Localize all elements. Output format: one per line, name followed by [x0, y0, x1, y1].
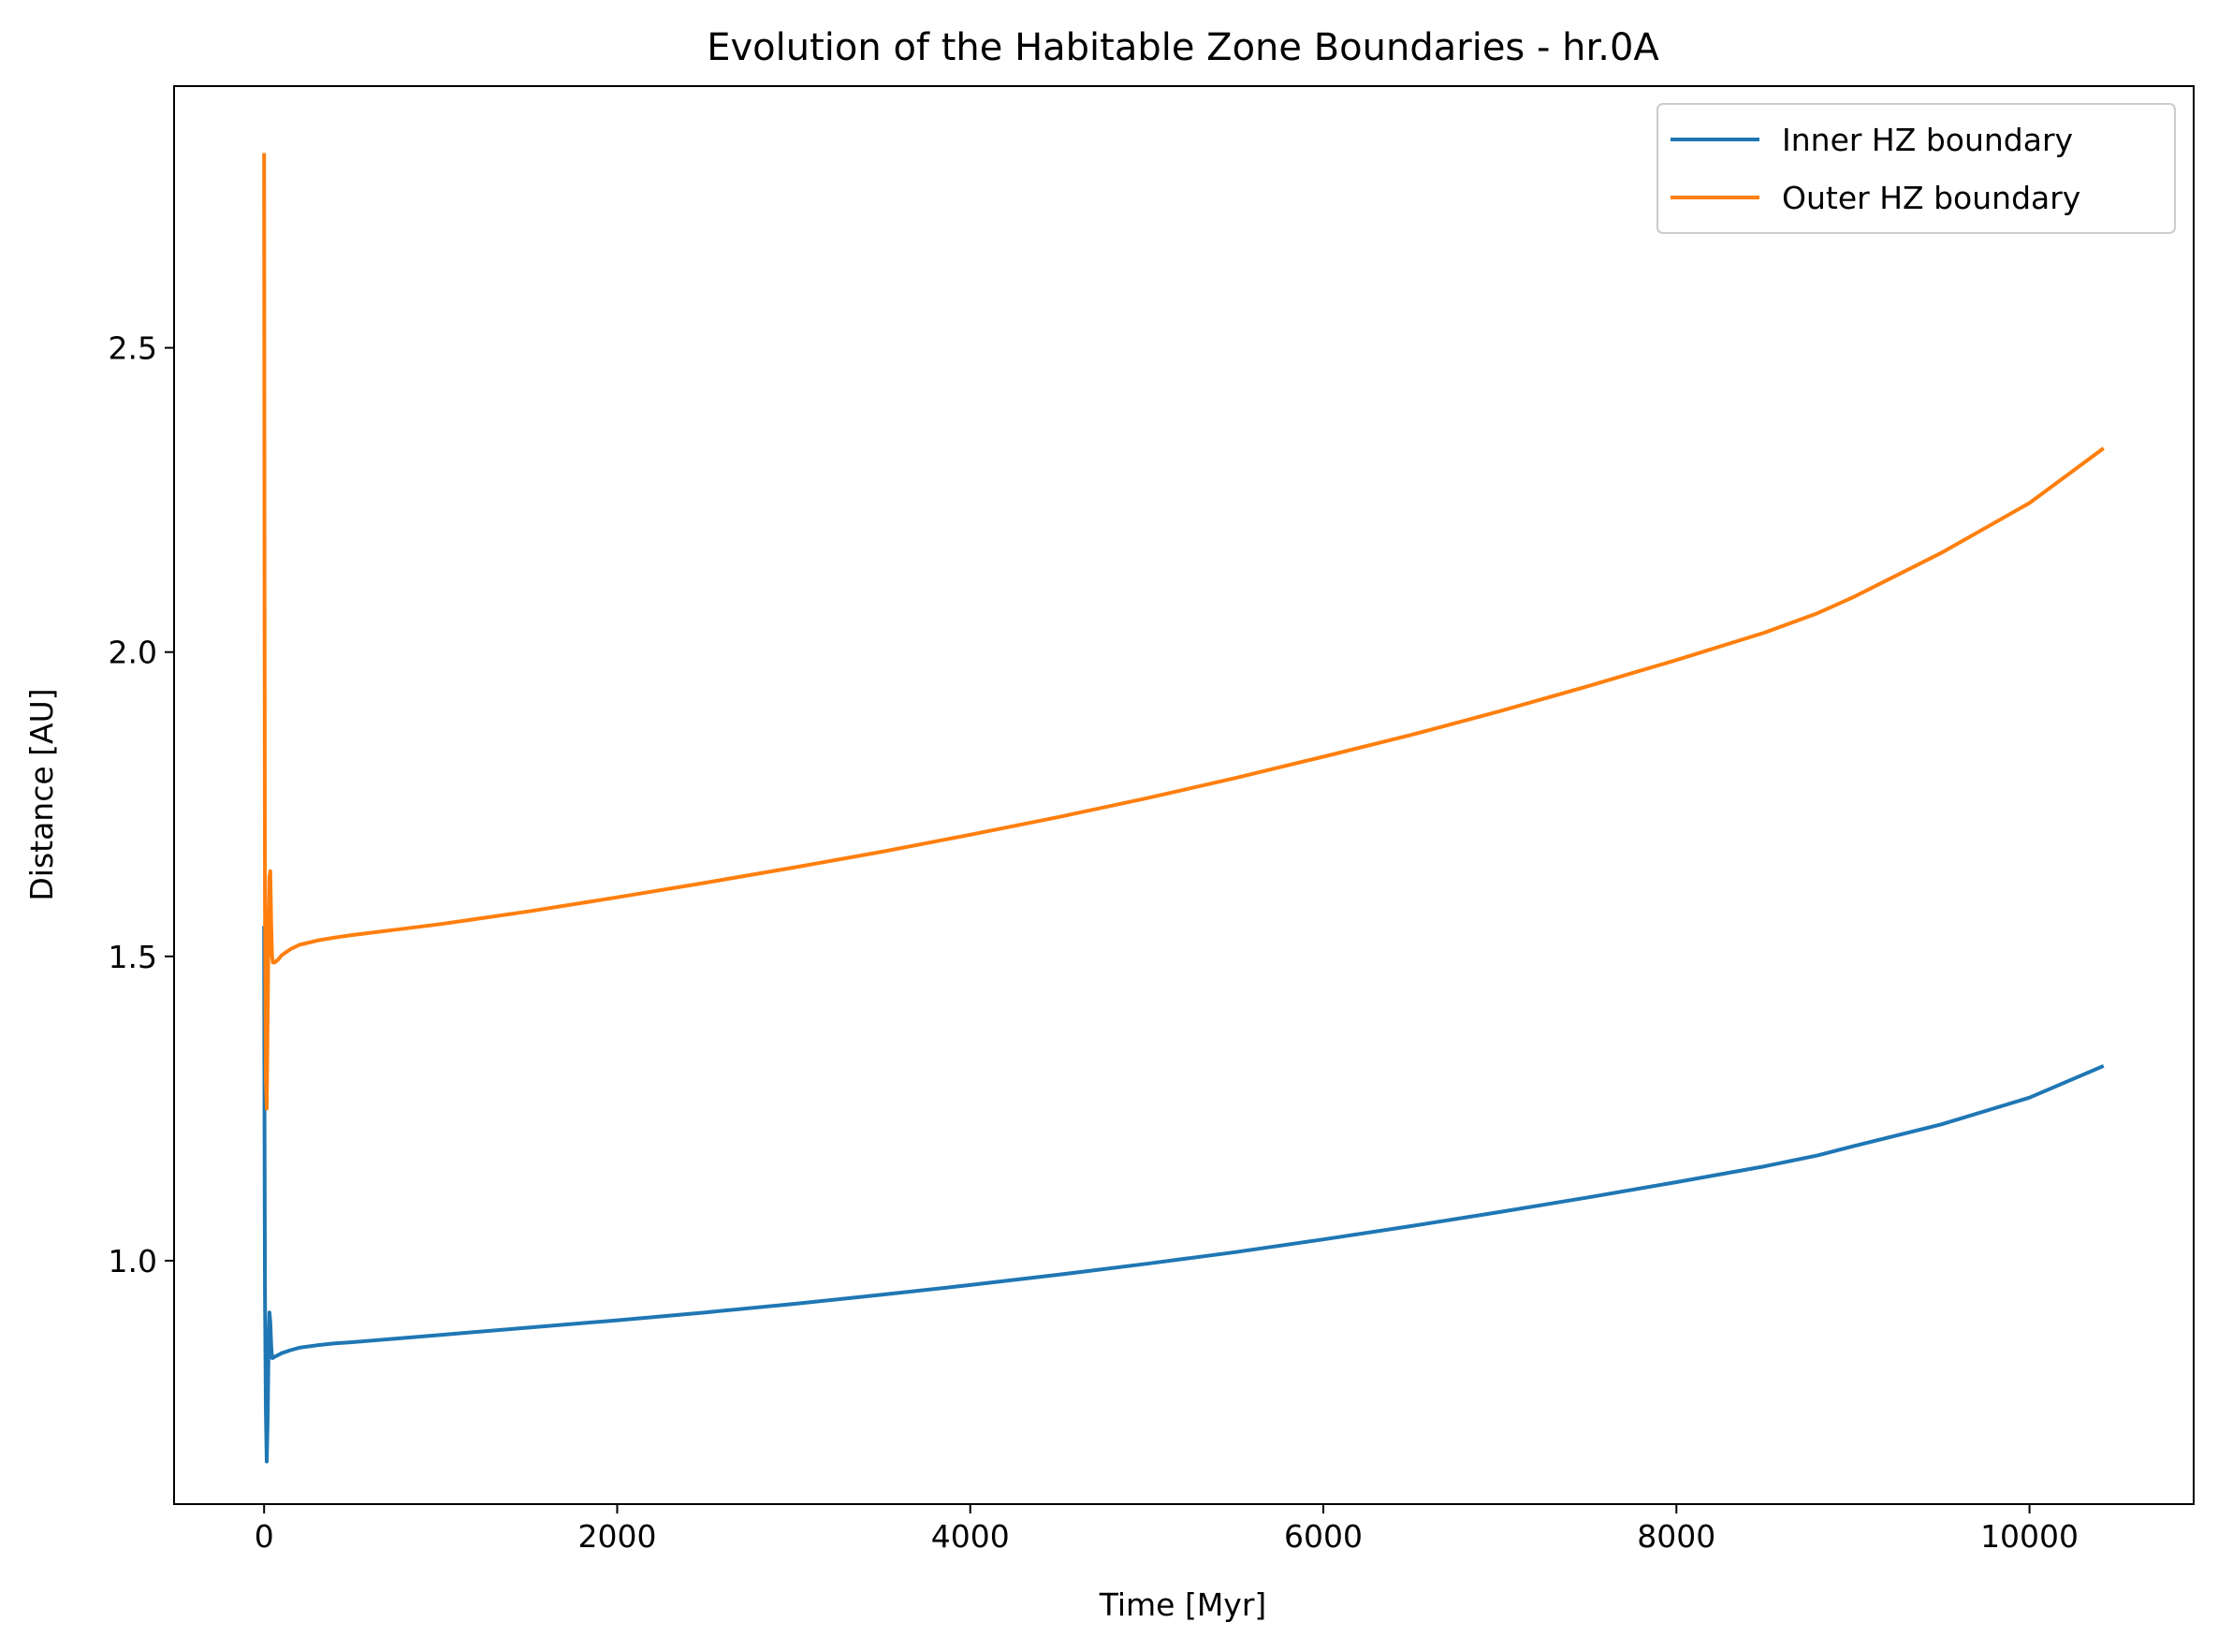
y-axis-ticks: 1.0 1.5 2.0 2.5	[109, 330, 174, 1279]
y-tick-label: 1.5	[109, 939, 157, 975]
y-tick-label: 2.5	[109, 330, 157, 367]
x-tick-label: 10000	[1980, 1518, 2079, 1555]
x-tick-label: 6000	[1284, 1518, 1363, 1555]
x-tick-label: 8000	[1637, 1518, 1715, 1555]
series-line-outer	[262, 153, 2105, 1111]
series-line-inner	[262, 926, 2105, 1464]
x-axis-label: Time [Myr]	[1099, 1586, 1267, 1623]
chart-title: Evolution of the Habitable Zone Boundari…	[707, 26, 1659, 69]
y-tick-label: 1.0	[109, 1243, 157, 1279]
x-tick-label: 2000	[577, 1518, 656, 1555]
legend-label-inner: Inner HZ boundary	[1782, 122, 2073, 158]
x-tick-label: 0	[255, 1518, 274, 1555]
y-tick-label: 2.0	[109, 635, 157, 671]
y-axis-label: Distance [AU]	[23, 688, 60, 900]
x-axis-ticks: 0 2000 4000 6000 8000 10000	[255, 1504, 2079, 1555]
legend-box	[1656, 103, 2176, 234]
x-tick-label: 4000	[931, 1518, 1010, 1555]
legend: Inner HZ boundary Outer HZ boundary	[1656, 103, 2176, 234]
plot-frame	[173, 85, 2195, 1505]
legend-label-outer: Outer HZ boundary	[1782, 180, 2080, 216]
series-lines	[262, 153, 2105, 1464]
